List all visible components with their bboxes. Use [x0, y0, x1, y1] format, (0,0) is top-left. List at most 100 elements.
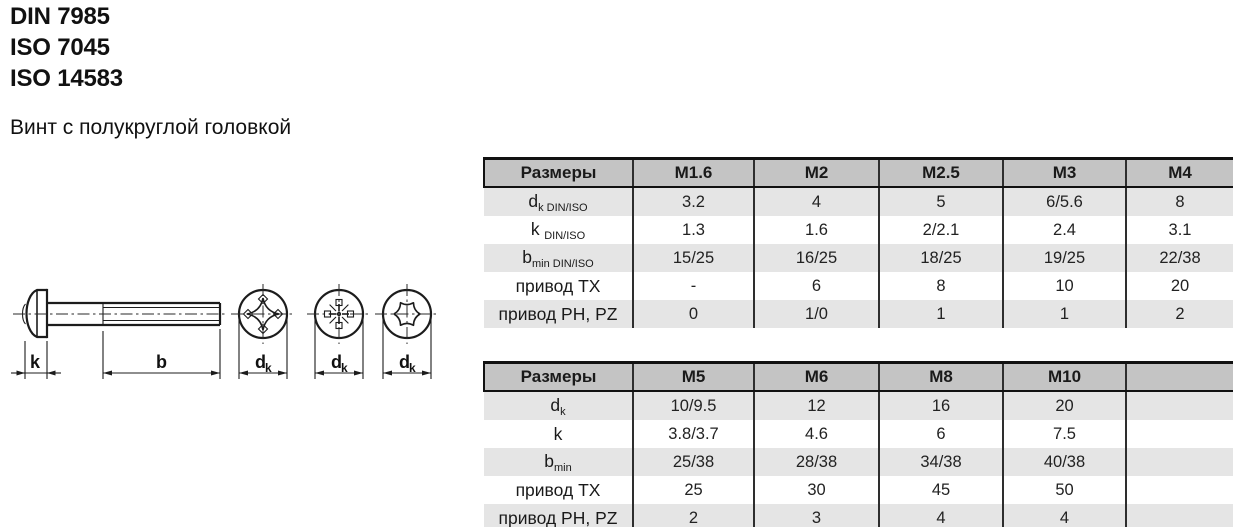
screw-side-view: k b: [11, 288, 226, 379]
table-row-k: k 3.8/3.7 4.6 6 7.5: [484, 420, 1233, 448]
value-cell: 28/38: [753, 448, 879, 476]
value-cell: 34/38: [878, 448, 1003, 476]
header-cell-sizes: Размеры: [483, 157, 633, 188]
row-label-main: b: [522, 246, 532, 267]
value-cell: 20: [1125, 272, 1233, 300]
table-row-drive-ph-pz: привод PH, PZ 2 3 4 4: [484, 504, 1233, 527]
value-cell: 20: [1002, 391, 1126, 420]
value-cell: 45: [878, 476, 1003, 504]
row-label-sub: min DIN/ISO: [532, 257, 594, 270]
dimension-k-label: k: [30, 352, 41, 372]
row-label-main: привод PH, PZ: [498, 303, 618, 324]
phillips-head-view: d k: [231, 284, 295, 379]
row-label: привод TX: [484, 272, 633, 300]
pozidriv-head-view: d k: [307, 284, 371, 379]
phillips-recess-icon: [246, 297, 280, 331]
header-cell-m6: M6: [753, 361, 879, 392]
spec-table-m1-m4: Размеры M1.6 M2 M2.5 M3 M4 dk DIN/ISO 3.…: [483, 157, 1233, 328]
dimension-dk-phillips: d k: [238, 317, 288, 379]
row-label-main: привод TX: [515, 275, 601, 296]
technical-drawing: k b: [11, 284, 439, 379]
table-row-k: k DIN/ISO 1.3 1.6 2/2.1 2.4 3.1: [484, 216, 1233, 244]
table-row-drive-ph-pz: привод PH, PZ 0 1/0 1 1 2: [484, 300, 1233, 328]
value-cell: 4: [878, 504, 1003, 527]
table-row-drive-tx: привод TX - 6 8 10 20: [484, 272, 1233, 300]
table-row-dk: dk DIN/ISO 3.2 4 5 6/5.6 8: [484, 187, 1233, 216]
row-label: dk: [484, 391, 633, 420]
row-label: bmin DIN/ISO: [484, 244, 633, 272]
value-cell: 2/2.1: [878, 216, 1003, 244]
standards-title-block: DIN 7985 ISO 7045 ISO 14583: [10, 1, 123, 94]
pozidriv-recess-icon: [323, 298, 355, 330]
row-label-main: k: [530, 218, 540, 239]
torx-head-view: d k: [375, 284, 439, 379]
row-label: привод TX: [484, 476, 633, 504]
row-label: привод PH, PZ: [484, 504, 633, 527]
table-header-row: Размеры M1.6 M2 M2.5 M3 M4: [483, 157, 1233, 188]
dimension-b: b: [102, 329, 221, 379]
row-label-sub: DIN/ISO: [544, 229, 586, 242]
header-cell-m1-6: M1.6: [632, 157, 754, 188]
table-row-dk: dk 10/9.5 12 16 20: [484, 391, 1233, 420]
value-cell: 6: [878, 420, 1003, 448]
row-label-main: d: [550, 394, 561, 415]
value-cell: 2.4: [1002, 216, 1126, 244]
value-cell: 4.6: [753, 420, 879, 448]
value-cell: 4: [1002, 504, 1126, 527]
value-cell: [1125, 504, 1233, 527]
row-label-main: k: [553, 423, 563, 444]
value-cell: 1: [1002, 300, 1126, 328]
dimension-b-label: b: [156, 352, 167, 372]
dimension-dk-sub: k: [265, 361, 272, 375]
dimension-dk-sub: k: [409, 361, 416, 375]
standard-iso-14583: ISO 14583: [10, 65, 123, 92]
row-label: k DIN/ISO: [484, 216, 633, 244]
value-cell: 10/9.5: [632, 391, 754, 420]
value-cell: [1125, 448, 1233, 476]
spec-table-m5-m10: Размеры M5 M6 M8 M10 dk 10/9.5 12 16 20 …: [483, 361, 1233, 527]
value-cell: 1/0: [753, 300, 879, 328]
row-label-main: b: [544, 450, 554, 471]
value-cell: 25: [632, 476, 754, 504]
dimension-dk-torx: d k: [382, 317, 432, 379]
value-cell: [1125, 476, 1233, 504]
header-cell-m8: M8: [878, 361, 1003, 392]
value-cell: 6: [753, 272, 879, 300]
dimension-dk-label: d: [255, 352, 266, 372]
row-label: привод PH, PZ: [484, 300, 633, 328]
header-cell-m2-5: M2.5: [878, 157, 1003, 188]
value-cell: 3.1: [1125, 216, 1233, 244]
value-cell: 30: [753, 476, 879, 504]
header-cell-sizes: Размеры: [483, 361, 633, 392]
header-cell-m3: M3: [1002, 157, 1126, 188]
row-label-main: привод TX: [515, 479, 601, 500]
table-header-row: Размеры M5 M6 M8 M10: [483, 361, 1233, 392]
header-cell-empty: [1125, 361, 1233, 392]
row-label-sub: min: [554, 461, 572, 474]
value-cell: 4: [753, 187, 879, 216]
table-row-bmin: bmin 25/38 28/38 34/38 40/38: [484, 448, 1233, 476]
row-label-sub: k: [560, 405, 566, 418]
value-cell: 22/38: [1125, 244, 1233, 272]
table-row-bmin: bmin DIN/ISO 15/25 16/25 18/25 19/25 22/…: [484, 244, 1233, 272]
dimension-dk-pozidriv: d k: [314, 317, 364, 379]
standard-iso-7045: ISO 7045: [10, 34, 110, 61]
part-description: Винт с полукруглой головкой: [10, 116, 292, 139]
row-label-main: привод PH, PZ: [498, 507, 618, 527]
row-label: k: [484, 420, 633, 448]
value-cell: 1.3: [632, 216, 754, 244]
value-cell: 18/25: [878, 244, 1003, 272]
value-cell: 5: [878, 187, 1003, 216]
row-label: bmin: [484, 448, 633, 476]
value-cell: 3.8/3.7: [632, 420, 754, 448]
standard-din: DIN 7985: [10, 3, 110, 30]
dimension-dk-label: d: [399, 352, 410, 372]
value-cell: [1125, 420, 1233, 448]
row-label: dk DIN/ISO: [484, 187, 633, 216]
header-cell-m5: M5: [632, 361, 754, 392]
value-cell: 1.6: [753, 216, 879, 244]
value-cell: 15/25: [632, 244, 754, 272]
header-cell-m10: M10: [1002, 361, 1126, 392]
value-cell: [1125, 391, 1233, 420]
